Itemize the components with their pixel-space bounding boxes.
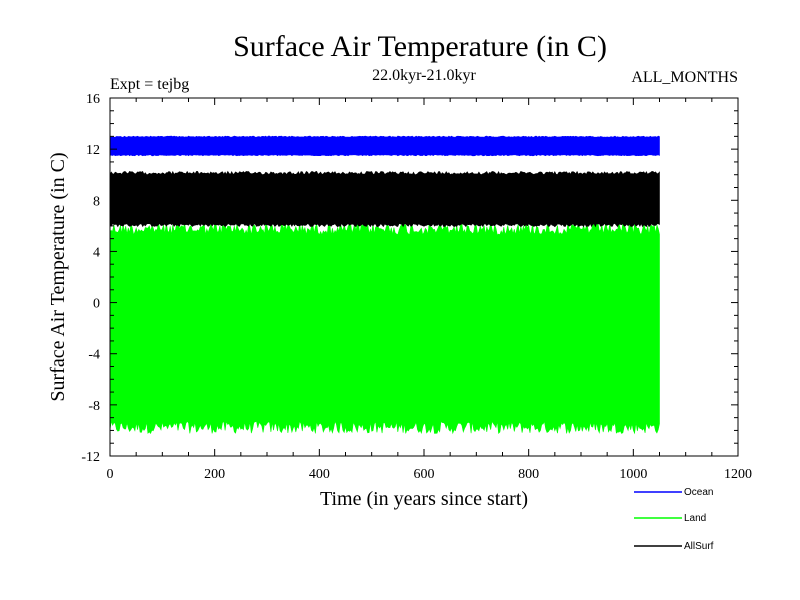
series-band-land (109, 222, 660, 435)
tick-layer: 0 200 400 600 800 1000 1200 -12 -8 -4 0 4 8 12 16 (81, 92, 752, 482)
x-tick-label: 600 (414, 467, 435, 482)
y-tick-label: 4 (93, 245, 100, 260)
legend-label-allsurf: AllSurf (684, 541, 714, 552)
y-tick-label: 16 (86, 92, 100, 107)
series-band-allsurf (109, 170, 660, 228)
y-tick-label: 8 (93, 194, 100, 209)
y-tick-label: -8 (88, 399, 100, 414)
x-tick-label: 1000 (619, 467, 647, 482)
series-band-ocean (109, 135, 660, 157)
legend-label-ocean: Ocean (684, 487, 713, 498)
experiment-label: Expt = tejbg (110, 76, 189, 93)
x-tick-label: 400 (309, 467, 330, 482)
chart-title: Surface Air Temperature (in C) (233, 30, 607, 63)
months-label: ALL_MONTHS (631, 69, 738, 86)
x-tick-label: 800 (518, 467, 539, 482)
x-axis-label: Time (in years since start) (320, 488, 528, 510)
x-tick-label: 200 (204, 467, 225, 482)
y-tick-label: 0 (93, 297, 100, 312)
y-tick-label: -4 (88, 348, 100, 363)
x-tick-label: 0 (107, 467, 114, 482)
legend-label-land: Land (684, 513, 706, 524)
series-layer (109, 135, 660, 435)
series-allsurf (109, 170, 660, 228)
chart-subtitle: 22.0kyr-21.0kyr (372, 67, 476, 84)
y-tick-label: 12 (86, 143, 100, 158)
y-tick-label: -12 (81, 450, 100, 465)
y-axis-label: Surface Air Temperature (in C) (47, 152, 69, 401)
legend: Ocean Land AllSurf (634, 487, 714, 552)
series-land (109, 222, 660, 435)
series-ocean (109, 135, 660, 157)
x-tick-label: 1200 (724, 467, 752, 482)
